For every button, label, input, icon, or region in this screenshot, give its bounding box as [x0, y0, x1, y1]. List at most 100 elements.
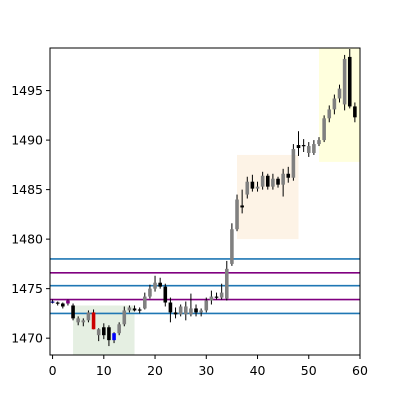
shaded-zone-1	[237, 154, 299, 240]
candle-29	[199, 308, 203, 317]
candle-46	[286, 166, 291, 183]
candle-8	[91, 309, 96, 330]
candle-body	[296, 145, 301, 149]
candle-body	[230, 229, 234, 264]
candle-body	[81, 320, 86, 323]
candle-body	[132, 308, 137, 311]
y-axis: 1470 1475 1480 1485 1490 1495	[11, 83, 50, 346]
candle-10	[102, 323, 106, 340]
candle-30	[204, 297, 209, 313]
candle-body	[137, 309, 142, 311]
candle-41	[260, 171, 265, 190]
candle-body	[224, 268, 229, 299]
candle-body	[250, 181, 255, 189]
candle-36	[235, 194, 239, 232]
candle-body	[219, 292, 224, 298]
candle-body	[245, 181, 250, 195]
candle-50	[306, 142, 311, 157]
x-tick-label: 60	[352, 363, 368, 378]
candle-55	[332, 94, 337, 115]
candle-body	[107, 327, 111, 341]
candle-5	[76, 316, 80, 326]
candle-body	[214, 296, 219, 298]
candle-body	[168, 302, 173, 313]
x-axis: 0 10 20 30 40 50 60	[49, 355, 368, 378]
candle-body	[265, 175, 270, 187]
candle-body	[255, 186, 260, 189]
candle-body	[353, 106, 357, 118]
candle-body	[86, 312, 91, 321]
candle-0	[50, 299, 55, 304]
candle-2	[61, 302, 65, 309]
candle-48	[296, 131, 301, 156]
candle-25	[178, 304, 183, 317]
candle-27	[189, 293, 193, 317]
candle-19	[148, 284, 152, 299]
candle-body	[61, 303, 65, 307]
candle-body	[276, 178, 280, 185]
candle-49	[301, 139, 306, 152]
candle-23	[168, 297, 173, 323]
candle-45	[281, 168, 285, 197]
candle-body	[112, 333, 116, 341]
candle-20	[153, 275, 157, 292]
x-tick-label: 30	[198, 363, 214, 378]
candle-body	[240, 205, 244, 208]
candle-31	[209, 290, 214, 305]
candle-body	[286, 173, 291, 178]
candles	[50, 48, 357, 347]
candle-28	[194, 304, 198, 317]
y-tick-label: 1480	[11, 232, 43, 247]
candle-56	[337, 84, 342, 103]
candle-body	[209, 296, 214, 301]
candle-34	[224, 260, 229, 301]
candle-51	[312, 140, 316, 155]
candle-body	[235, 199, 239, 230]
candle-14	[122, 306, 127, 327]
candle-6	[81, 318, 86, 327]
candle-52	[317, 137, 321, 147]
candle-40	[255, 181, 260, 192]
candle-18	[143, 292, 147, 310]
y-tick-label: 1490	[11, 133, 43, 148]
candle-body	[127, 307, 132, 311]
candle-57	[342, 54, 347, 111]
candle-53	[322, 115, 326, 143]
candle-21	[158, 277, 162, 289]
candle-body	[91, 312, 96, 330]
candle-body	[312, 144, 316, 153]
candle-body	[291, 149, 296, 178]
candle-38	[245, 176, 250, 199]
candle-body	[317, 140, 321, 145]
candle-body	[173, 312, 178, 315]
candle-26	[183, 301, 188, 321]
candle-13	[117, 322, 121, 336]
candle-body	[122, 310, 127, 325]
candle-body	[301, 145, 306, 147]
x-tick-label: 10	[96, 363, 112, 378]
candle-body	[271, 178, 275, 187]
candle-body	[148, 288, 152, 297]
candle-body	[337, 88, 342, 99]
candle-17	[137, 307, 142, 314]
candle-12	[112, 332, 116, 344]
candle-15	[127, 305, 132, 313]
candle-4	[71, 303, 75, 321]
candle-59	[353, 102, 357, 123]
candle-body	[189, 308, 193, 315]
candle-1	[55, 301, 60, 306]
y-tick-label: 1470	[11, 331, 43, 346]
candle-22	[163, 283, 168, 307]
candle-16	[132, 305, 137, 312]
y-tick-label: 1475	[11, 281, 43, 296]
candle-body	[178, 306, 183, 315]
candle-44	[276, 176, 280, 188]
x-tick-label: 40	[250, 363, 266, 378]
candle-body	[50, 301, 55, 303]
candle-39	[250, 174, 255, 192]
candle-body	[183, 306, 188, 315]
candle-37	[240, 189, 244, 214]
candle-9	[96, 328, 101, 342]
candle-body	[306, 146, 311, 153]
